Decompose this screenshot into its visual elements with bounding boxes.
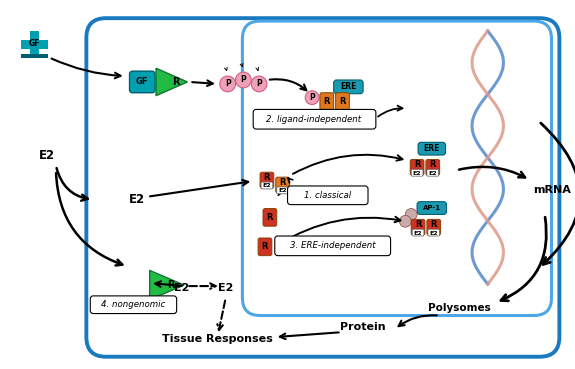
FancyBboxPatch shape — [427, 219, 440, 235]
FancyBboxPatch shape — [258, 238, 272, 256]
FancyBboxPatch shape — [260, 172, 274, 188]
FancyBboxPatch shape — [277, 187, 289, 194]
Text: R: R — [262, 242, 268, 251]
Text: R: R — [414, 160, 420, 169]
Text: E2: E2 — [174, 283, 189, 293]
FancyBboxPatch shape — [263, 208, 277, 226]
FancyBboxPatch shape — [334, 80, 363, 94]
FancyBboxPatch shape — [426, 159, 440, 175]
Text: E2: E2 — [430, 231, 438, 235]
Text: P: P — [309, 93, 315, 102]
Text: Tissue Responses: Tissue Responses — [163, 334, 273, 344]
FancyBboxPatch shape — [129, 71, 155, 93]
Text: R: R — [167, 280, 174, 290]
Text: AP-1: AP-1 — [423, 204, 441, 211]
FancyBboxPatch shape — [411, 169, 423, 176]
Text: P: P — [225, 79, 231, 89]
FancyBboxPatch shape — [418, 142, 446, 155]
FancyBboxPatch shape — [261, 182, 273, 189]
Text: R: R — [430, 160, 436, 169]
FancyBboxPatch shape — [411, 219, 425, 235]
Text: GF: GF — [29, 39, 40, 48]
Polygon shape — [321, 111, 333, 119]
Text: E2: E2 — [414, 231, 423, 235]
Text: R: R — [324, 97, 330, 106]
Circle shape — [220, 76, 236, 92]
Text: mRNA: mRNA — [534, 185, 572, 195]
Text: ERE: ERE — [424, 144, 440, 153]
FancyBboxPatch shape — [417, 202, 447, 214]
FancyBboxPatch shape — [336, 93, 350, 110]
Text: R: R — [279, 177, 286, 187]
Text: P: P — [240, 76, 246, 85]
FancyBboxPatch shape — [428, 229, 440, 236]
FancyBboxPatch shape — [86, 18, 559, 357]
Text: GF: GF — [136, 77, 148, 86]
Text: 1. classical: 1. classical — [304, 191, 351, 200]
Circle shape — [236, 72, 251, 88]
Text: R: R — [431, 220, 437, 229]
Polygon shape — [150, 270, 184, 300]
Text: R: R — [172, 77, 179, 87]
Text: E2: E2 — [218, 283, 233, 293]
FancyBboxPatch shape — [410, 159, 424, 175]
FancyBboxPatch shape — [320, 93, 334, 110]
Text: P: P — [256, 79, 262, 89]
Polygon shape — [156, 68, 187, 96]
Circle shape — [405, 208, 417, 220]
Text: E2: E2 — [129, 193, 145, 206]
Circle shape — [305, 91, 319, 104]
Text: R: R — [264, 173, 270, 182]
Text: Polysomes: Polysomes — [428, 303, 490, 313]
Text: E2: E2 — [263, 183, 271, 189]
Bar — [21, 55, 48, 58]
Text: E2: E2 — [428, 171, 437, 176]
Text: E2: E2 — [413, 171, 421, 176]
FancyBboxPatch shape — [253, 110, 376, 129]
Text: Protein: Protein — [340, 322, 386, 332]
FancyBboxPatch shape — [412, 229, 424, 236]
FancyBboxPatch shape — [90, 296, 177, 314]
Text: 2. ligand-independent: 2. ligand-independent — [266, 115, 362, 124]
Text: E2: E2 — [39, 149, 55, 162]
Circle shape — [251, 76, 267, 92]
Polygon shape — [336, 111, 348, 119]
Circle shape — [400, 215, 411, 227]
Text: E2: E2 — [278, 189, 287, 193]
FancyBboxPatch shape — [243, 21, 551, 315]
Bar — [30, 31, 39, 58]
Bar — [21, 40, 48, 49]
FancyBboxPatch shape — [276, 177, 289, 193]
FancyBboxPatch shape — [288, 186, 368, 205]
Text: 4. nongenomic: 4. nongenomic — [101, 300, 166, 309]
Text: R: R — [267, 213, 273, 222]
Text: R: R — [415, 220, 421, 229]
FancyBboxPatch shape — [275, 236, 390, 256]
Text: ERE: ERE — [340, 82, 356, 92]
Text: 3. ERE-independent: 3. ERE-independent — [290, 241, 375, 250]
FancyBboxPatch shape — [427, 169, 439, 176]
Text: R: R — [339, 97, 346, 106]
